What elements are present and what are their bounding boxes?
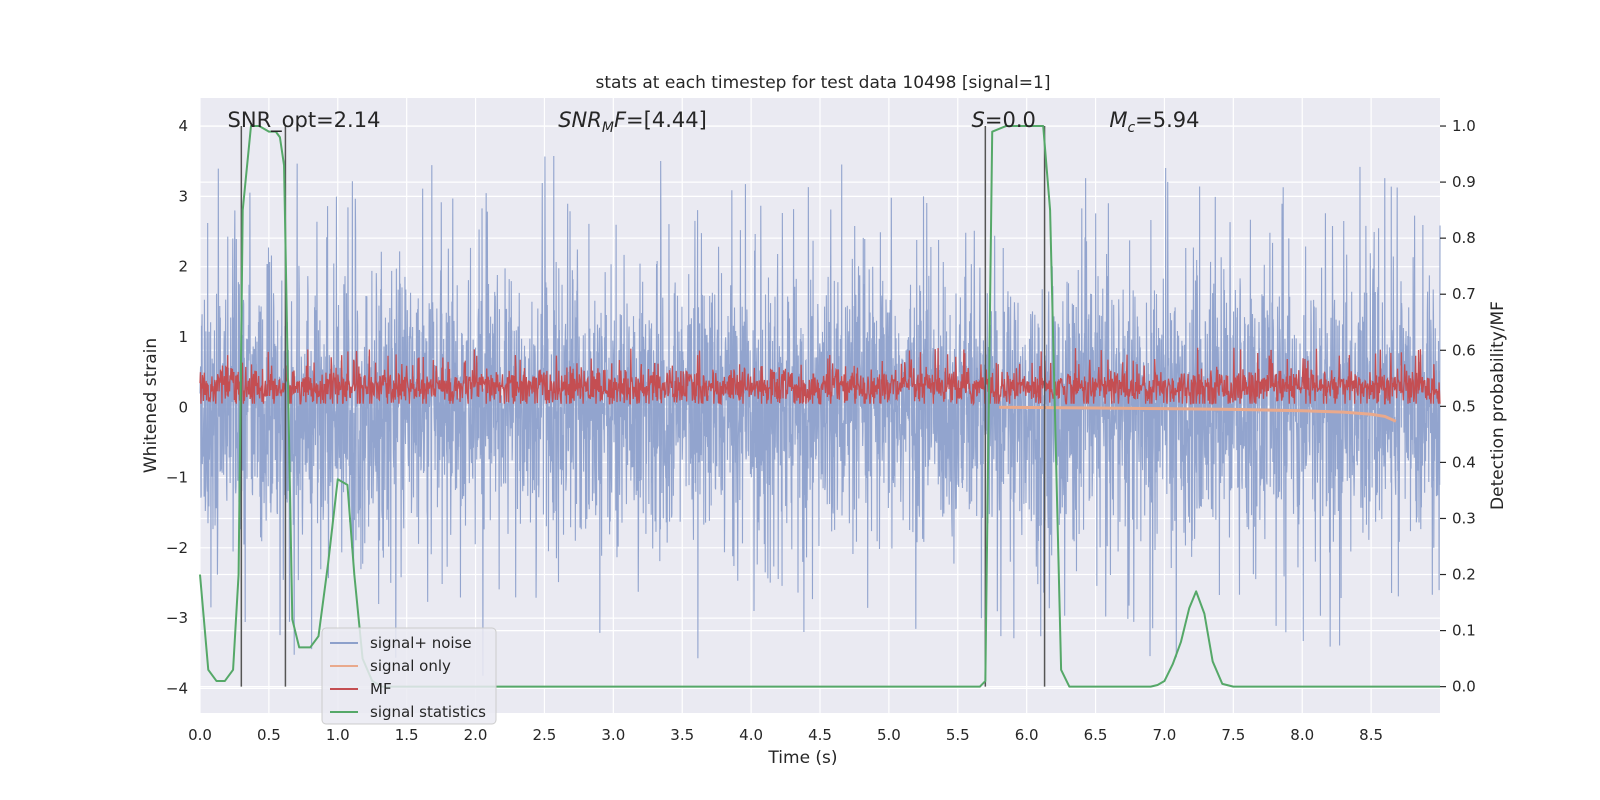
chart-title: stats at each timestep for test data 104… [596,73,1051,93]
annotation-snr-opt: SNR_opt=2.14 [228,108,381,133]
x-axis-label: Time (s) [767,748,837,768]
y-axis-left-label: Whitened strain [141,338,161,473]
y-left-tick-label: −2 [166,539,188,557]
legend-label: signal only [370,657,451,675]
x-tick-label: 4.5 [808,726,832,744]
y-right-tick-label: 0.1 [1452,622,1476,640]
x-tick-label: 3.5 [670,726,694,744]
y-right-tick-label: 0.2 [1452,566,1476,584]
legend-label: signal+ noise [370,634,472,652]
y-right-tick-label: 1.0 [1452,117,1476,135]
y-right-tick-label: 0.6 [1452,341,1476,359]
signal-statistics-series [199,125,1440,688]
legend-label: signal statistics [370,703,486,721]
x-tick-label: 7.0 [1153,726,1177,744]
x-tick-label: 1.5 [395,726,419,744]
signal-statistics-line [199,125,1440,688]
x-tick-label: 6.5 [1084,726,1108,744]
x-tick-label: 6.0 [1015,726,1039,744]
x-tick-label: 0.5 [257,726,281,744]
x-axis-ticks: 0.0 0.5 1.0 1.5 2.0 2.5 3.0 3.5 4.0 4.5 5.0 5.5 6.0 6… [188,726,1383,744]
x-tick-label: 2.5 [533,726,557,744]
y-right-tick-label: 0.3 [1452,509,1476,527]
x-tick-label: 8.0 [1290,726,1314,744]
y-right-tick-label: 0.0 [1452,678,1476,696]
annotation-s: S=0.0 [972,108,1036,132]
x-tick-label: 5.5 [946,726,970,744]
signal-only-series [999,405,1397,423]
x-tick-label: 0.0 [188,726,212,744]
y-left-tick-label: 1 [178,328,188,346]
y-axis-left-ticks: −4 −3 −2 −1 0 1 2 3 4 [166,117,188,697]
annotations: SNR_opt=2.14 SNRMF=[4.44] S=0.0 Mc=5.94 [228,108,1200,136]
x-tick-label: 2.0 [464,726,488,744]
x-tick-label: 4.0 [739,726,763,744]
y-axis-right-ticks: 0.0 0.1 0.2 0.3 0.4 0.5 0.6 0.7 0.8 0.9 1.0 [1440,117,1476,696]
y-right-tick-label: 0.8 [1452,229,1476,247]
legend-box [321,627,497,725]
mf-series [199,347,1441,407]
legend: signal+ noise signal only MF signal statist… [321,627,497,725]
y-left-tick-label: −3 [166,609,188,627]
signal-only-line [999,405,1397,423]
y-right-tick-label: 0.4 [1452,453,1476,471]
y-right-tick-label: 0.5 [1452,397,1476,415]
y-right-tick-label: 0.9 [1452,173,1476,191]
x-tick-label: 3.0 [601,726,625,744]
y-axis-right-label: Detection probability/MF [1488,301,1508,510]
y-right-tick-label: 0.7 [1452,285,1476,303]
legend-label: MF [370,680,392,698]
x-tick-label: 8.5 [1359,726,1383,744]
y-left-tick-label: 4 [178,117,188,135]
y-left-tick-label: −4 [166,679,188,697]
y-left-tick-label: 3 [178,187,188,205]
y-left-tick-label: 0 [178,398,188,416]
annotation-mc: Mc=5.94 [1109,108,1199,136]
mf-line [199,347,1441,407]
y-left-tick-label: −1 [166,469,188,487]
x-tick-label: 1.0 [326,726,350,744]
annotation-snr-mf: SNRMF=[4.44] [558,108,707,136]
x-tick-label: 5.0 [877,726,901,744]
y-left-tick-label: 2 [178,258,188,276]
x-tick-label: 7.5 [1221,726,1245,744]
